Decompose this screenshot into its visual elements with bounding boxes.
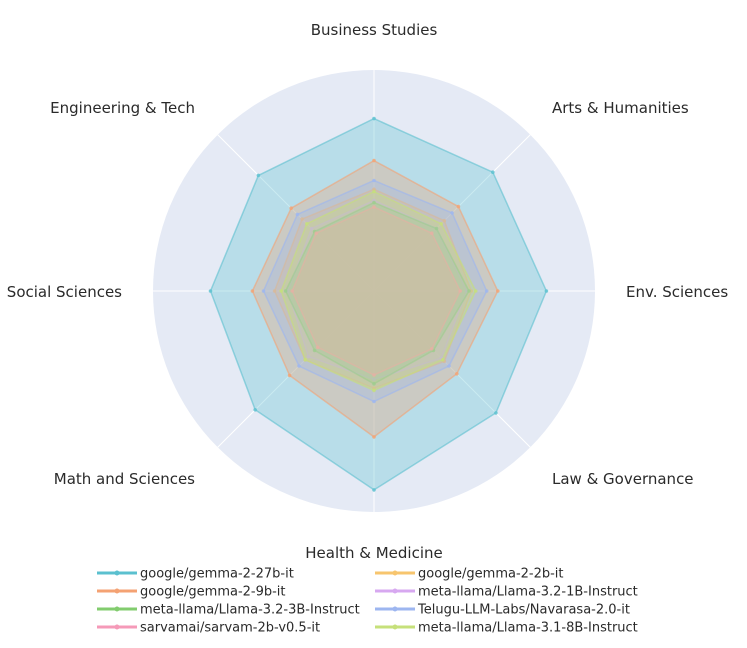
legend-swatch-marker bbox=[114, 624, 120, 630]
data-point bbox=[372, 178, 376, 183]
data-point bbox=[306, 354, 311, 359]
legend-label: google/gemma-2-2b-it bbox=[418, 567, 564, 582]
data-point bbox=[289, 206, 294, 210]
legend-label: meta-llama/Llama-3.2-3B-Instruct bbox=[140, 603, 360, 618]
axis-label: Social Sciences bbox=[7, 283, 122, 301]
radar-spoke bbox=[373, 290, 531, 448]
series-6 bbox=[290, 205, 463, 377]
data-point bbox=[372, 116, 376, 121]
data-point bbox=[256, 173, 261, 178]
data-point bbox=[250, 289, 255, 293]
data-point bbox=[494, 411, 498, 415]
axis-label: Engineering & Tech bbox=[50, 99, 195, 117]
axis-label: Math and Sciences bbox=[54, 470, 195, 488]
legend-label: google/gemma-2-9b-it bbox=[140, 585, 286, 600]
radar-series-layer bbox=[208, 116, 549, 492]
series-7 bbox=[279, 189, 478, 393]
data-point bbox=[287, 373, 292, 378]
legend-item: sarvamai/sarvam-2b-v0.5-it bbox=[97, 621, 320, 636]
data-point bbox=[484, 289, 489, 293]
axis-labels-layer: Business Studies Arts & Humanities Env. Sc… bbox=[7, 21, 729, 562]
data-point bbox=[300, 217, 304, 221]
legend-label: google/gemma-2-27b-it bbox=[140, 567, 294, 582]
data-point bbox=[372, 205, 376, 209]
data-point bbox=[305, 222, 309, 226]
data-point bbox=[372, 200, 376, 205]
series-4 bbox=[283, 200, 471, 386]
data-point bbox=[312, 348, 317, 353]
legend: google/gemma-2-27b-it google/gemma-2-2b-i… bbox=[97, 567, 638, 636]
legend-label: Telugu-LLM-Labs/Navarasa-2.0-it bbox=[417, 603, 630, 618]
data-point bbox=[372, 388, 376, 393]
data-point bbox=[372, 488, 376, 492]
legend-swatch-marker bbox=[114, 570, 120, 576]
data-point bbox=[467, 289, 471, 293]
legend-item: meta-llama/Llama-3.1-8B-Instruct bbox=[375, 621, 638, 636]
legend-swatch-marker bbox=[114, 588, 120, 594]
data-point bbox=[430, 347, 434, 351]
axis-label: Business Studies bbox=[311, 21, 438, 39]
data-point bbox=[372, 435, 376, 439]
legend-swatch-marker bbox=[392, 588, 398, 594]
data-point bbox=[372, 189, 376, 194]
data-point bbox=[450, 211, 454, 215]
legend-item: meta-llama/Llama-3.2-1B-Instruct bbox=[375, 585, 638, 600]
data-point bbox=[544, 289, 549, 293]
legend-label: meta-llama/Llama-3.1-8B-Instruct bbox=[418, 621, 638, 636]
data-point bbox=[253, 408, 257, 412]
data-point bbox=[458, 289, 463, 293]
data-point bbox=[372, 377, 376, 382]
legend-label: meta-llama/Llama-3.2-1B-Instruct bbox=[418, 585, 638, 600]
axis-label: Env. Sciences bbox=[626, 283, 728, 301]
legend-swatch-marker bbox=[392, 606, 398, 612]
data-point bbox=[272, 289, 277, 293]
legend-swatch-marker bbox=[392, 570, 398, 576]
data-point bbox=[295, 212, 300, 217]
legend-swatch-marker bbox=[114, 606, 120, 612]
data-point bbox=[430, 231, 434, 235]
data-point bbox=[290, 289, 295, 293]
legend-swatch-marker bbox=[392, 624, 398, 630]
axis-label: Arts & Humanities bbox=[552, 99, 689, 117]
data-point bbox=[456, 204, 461, 209]
data-point bbox=[496, 289, 500, 293]
legend-label: sarvamai/sarvam-2b-v0.5-it bbox=[140, 621, 320, 636]
data-point bbox=[372, 382, 376, 386]
legend-item: google/gemma-2-2b-it bbox=[375, 567, 564, 582]
data-point bbox=[279, 289, 284, 293]
legend-item: Telugu-LLM-Labs/Navarasa-2.0-it bbox=[375, 603, 630, 618]
data-point bbox=[491, 170, 495, 174]
data-point bbox=[372, 158, 376, 163]
data-point bbox=[434, 226, 439, 231]
data-point bbox=[455, 372, 459, 376]
legend-item: google/gemma-2-27b-it bbox=[97, 567, 294, 582]
data-point bbox=[372, 373, 376, 377]
legend-item: google/gemma-2-9b-it bbox=[97, 585, 286, 600]
data-point bbox=[439, 222, 444, 226]
data-point bbox=[473, 289, 478, 293]
data-point bbox=[297, 364, 301, 368]
axis-label: Law & Governance bbox=[552, 470, 694, 488]
legend-item: meta-llama/Llama-3.2-3B-Instruct bbox=[97, 603, 360, 618]
data-point bbox=[441, 358, 445, 362]
radar-spoke bbox=[217, 290, 375, 448]
data-point bbox=[447, 364, 451, 368]
radar-spoke bbox=[217, 134, 375, 292]
series-0 bbox=[208, 116, 549, 492]
series-5 bbox=[261, 178, 489, 404]
data-point bbox=[315, 345, 320, 350]
axis-label: Health & Medicine bbox=[305, 544, 443, 562]
data-point bbox=[303, 358, 308, 362]
data-point bbox=[208, 289, 213, 293]
data-point bbox=[309, 226, 314, 231]
data-point bbox=[314, 231, 319, 235]
data-point bbox=[372, 399, 376, 404]
data-point bbox=[283, 289, 288, 293]
data-point bbox=[261, 289, 266, 293]
data-point bbox=[442, 218, 447, 223]
